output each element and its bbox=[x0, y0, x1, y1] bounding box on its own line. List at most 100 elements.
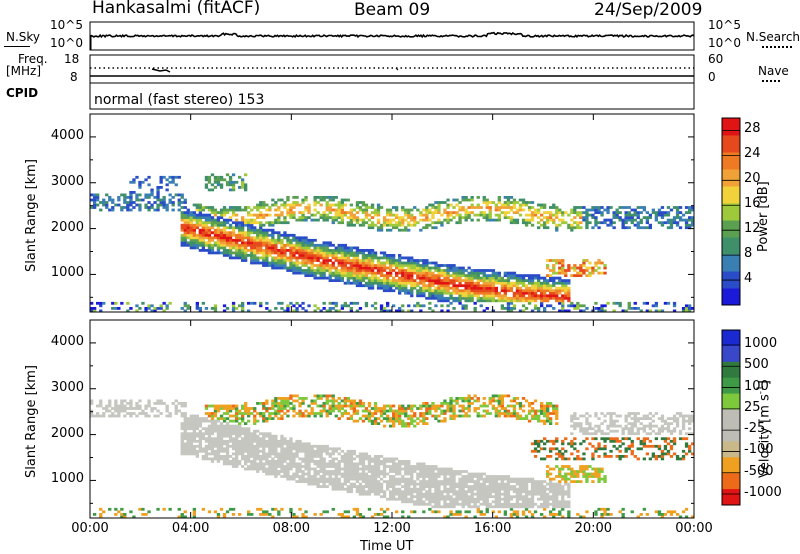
heatmap-cell bbox=[289, 477, 293, 481]
heatmap-cell bbox=[358, 206, 363, 209]
heatmap-cell bbox=[352, 271, 356, 275]
heatmap-cell bbox=[207, 249, 212, 252]
heatmap-cell bbox=[183, 434, 187, 438]
heatmap-cell bbox=[458, 480, 462, 483]
heatmap-cell bbox=[292, 399, 296, 403]
heatmap-cell bbox=[207, 424, 212, 428]
heatmap-cell bbox=[117, 203, 121, 207]
heatmap-cell bbox=[271, 241, 275, 245]
heatmap-cell bbox=[367, 470, 372, 473]
heatmap-cell bbox=[277, 409, 281, 413]
heatmap-cell bbox=[524, 218, 529, 222]
heatmap-cell bbox=[401, 477, 405, 481]
heatmap-cell bbox=[210, 419, 215, 423]
heatmap-cell bbox=[231, 228, 236, 232]
heatmap-cell bbox=[171, 402, 175, 405]
heatmap-cell bbox=[370, 249, 375, 252]
heatmap-cell bbox=[183, 422, 187, 425]
heatmap-cell bbox=[503, 196, 507, 199]
heatmap-cell bbox=[521, 218, 526, 222]
heatmap-cell bbox=[225, 254, 230, 257]
heatmap-cell bbox=[361, 251, 366, 255]
heatmap-cell bbox=[657, 309, 662, 313]
heatmap-cell bbox=[440, 296, 444, 300]
heatmap-cell bbox=[346, 417, 350, 420]
heatmap-cell bbox=[183, 452, 187, 456]
heatmap-cell bbox=[364, 465, 369, 468]
heatmap-cell bbox=[370, 460, 375, 463]
heatmap-cell bbox=[337, 206, 341, 209]
heatmap-cell bbox=[292, 196, 296, 199]
heatmap-cell bbox=[533, 299, 538, 303]
heatmap-cell bbox=[479, 299, 483, 303]
heatmap-cell bbox=[443, 490, 447, 494]
heatmap-cell bbox=[207, 226, 212, 230]
heatmap-cell bbox=[512, 294, 517, 298]
heatmap-cell bbox=[488, 281, 492, 285]
heatmap-cell bbox=[401, 500, 405, 504]
heatmap-cell bbox=[250, 238, 254, 242]
heatmap-cell bbox=[298, 261, 302, 265]
heatmap-cell bbox=[298, 402, 302, 405]
heatmap-cell bbox=[576, 223, 580, 227]
heatmap-cell bbox=[222, 407, 227, 410]
heatmap-cell bbox=[500, 304, 504, 308]
heatmap-cell bbox=[210, 216, 215, 219]
heatmap-cell bbox=[177, 203, 181, 207]
heatmap-cell bbox=[304, 472, 308, 476]
heatmap-cell bbox=[434, 266, 438, 270]
heatmap-cell bbox=[464, 307, 468, 310]
heatmap-cell bbox=[313, 462, 317, 466]
heatmap-cell bbox=[277, 417, 281, 420]
heatmap-cell bbox=[561, 296, 565, 300]
heatmap-cell bbox=[636, 223, 640, 227]
heatmap-cell bbox=[684, 304, 689, 308]
heatmap-cell bbox=[268, 206, 272, 209]
heatmap-cell bbox=[289, 465, 293, 468]
heatmap-cell bbox=[473, 291, 477, 295]
heatmap-cell bbox=[407, 470, 411, 473]
heatmap-cell bbox=[280, 452, 284, 456]
heatmap-cell bbox=[543, 211, 547, 214]
heatmap-cell bbox=[222, 434, 227, 438]
heatmap-cell bbox=[446, 477, 450, 481]
heatmap-cell bbox=[367, 455, 372, 458]
heatmap-cell bbox=[219, 175, 224, 179]
heatmap-cell bbox=[90, 414, 94, 418]
heatmap-cell bbox=[147, 175, 151, 179]
heatmap-cell bbox=[225, 173, 230, 177]
heatmap-cell bbox=[645, 218, 649, 222]
heatmap-cell bbox=[201, 228, 205, 232]
heatmap-cell bbox=[373, 490, 378, 494]
heatmap-cell bbox=[180, 442, 184, 446]
heatmap-cell bbox=[256, 203, 260, 207]
heatmap-cell bbox=[207, 444, 212, 448]
heatmap-cell bbox=[346, 412, 350, 415]
heatmap-cell bbox=[204, 404, 209, 408]
heatmap-cell bbox=[253, 452, 257, 456]
heatmap-cell bbox=[389, 419, 393, 423]
heatmap-cell bbox=[349, 271, 353, 275]
heatmap-cell bbox=[183, 228, 187, 232]
heatmap-cell bbox=[585, 274, 589, 277]
heatmap-cell bbox=[379, 419, 384, 423]
heatmap-cell bbox=[461, 487, 465, 491]
heatmap-cell bbox=[509, 276, 514, 280]
heatmap-cell bbox=[231, 444, 236, 448]
heatmap-cell bbox=[241, 412, 245, 415]
heatmap-cell bbox=[561, 284, 565, 288]
heatmap-cell bbox=[277, 216, 281, 219]
heatmap-cell bbox=[389, 409, 393, 413]
heatmap-cell bbox=[183, 233, 187, 237]
heatmap-cell bbox=[331, 216, 335, 219]
heatmap-cell bbox=[485, 198, 489, 202]
heatmap-cell bbox=[346, 460, 350, 463]
heatmap-cell bbox=[328, 475, 332, 478]
heatmap-cell bbox=[473, 309, 477, 313]
heatmap-cell bbox=[370, 281, 375, 285]
heatmap-cell bbox=[286, 213, 290, 217]
heatmap-cell bbox=[186, 218, 190, 222]
heatmap-cell bbox=[681, 213, 686, 217]
heatmap-cell bbox=[352, 246, 356, 250]
heatmap-cell bbox=[349, 485, 353, 488]
